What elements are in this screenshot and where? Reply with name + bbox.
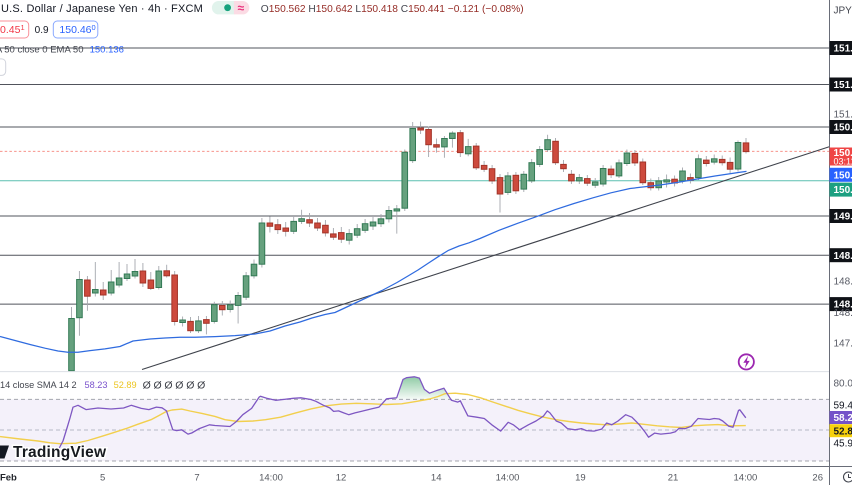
svg-text:150.82: 150.82 [834, 123, 852, 134]
svg-text:21: 21 [668, 473, 679, 484]
svg-text:58.23: 58.23 [834, 413, 852, 424]
svg-text:148.87: 148.87 [834, 251, 852, 262]
svg-text:14: 14 [431, 473, 442, 484]
svg-text:14:00: 14:00 [259, 473, 283, 484]
svg-text:14:00: 14:00 [734, 473, 758, 484]
svg-text:26: 26 [812, 473, 823, 484]
svg-text:Feb: Feb [0, 473, 17, 484]
svg-text:0.451: 0.451 [0, 23, 25, 36]
svg-text:151.000: 151.000 [834, 110, 852, 121]
svg-text:19: 19 [575, 473, 586, 484]
svg-text:A 50 close 0 EMA 50: A 50 close 0 EMA 50 [0, 44, 83, 55]
svg-text:≈: ≈ [238, 1, 245, 15]
svg-text:150.460: 150.460 [59, 23, 95, 36]
svg-text:150.44: 150.44 [834, 148, 852, 159]
svg-text:TradingView: TradingView [13, 444, 107, 461]
svg-text:O150.562 H150.642 L150.418 C15: O150.562 H150.642 L150.418 C150.441 −0.1… [261, 4, 524, 15]
svg-text:03:11: 03:11 [834, 157, 852, 167]
svg-text:148.000: 148.000 [834, 308, 852, 319]
svg-text:52.89: 52.89 [834, 426, 852, 437]
svg-text:52.89: 52.89 [114, 380, 137, 390]
svg-text:59.41: 59.41 [834, 401, 852, 412]
svg-text:7: 7 [194, 473, 199, 484]
svg-text:147.500: 147.500 [834, 339, 852, 350]
svg-text:JPY: JPY [834, 6, 852, 17]
svg-text:14:00: 14:00 [496, 473, 520, 484]
svg-text:U.S. Dollar / Japanese Yen · 4: U.S. Dollar / Japanese Yen · 4h · FXCM [1, 3, 203, 15]
svg-text:5: 5 [100, 473, 105, 484]
svg-text:150.136: 150.136 [90, 44, 124, 55]
svg-text:150.00: 150.00 [834, 185, 852, 196]
svg-text:45.94: 45.94 [834, 439, 852, 450]
svg-text:151.45: 151.45 [834, 80, 852, 91]
svg-text:148.13: 148.13 [834, 300, 852, 311]
svg-text:14 close SMA 14 2: 14 close SMA 14 2 [0, 380, 77, 390]
svg-text:12: 12 [336, 473, 347, 484]
svg-text:80.00: 80.00 [834, 379, 852, 390]
svg-text:148.500: 148.500 [834, 277, 852, 288]
svg-text:58.23: 58.23 [85, 380, 108, 390]
svg-text:149.46: 149.46 [834, 212, 852, 223]
svg-text:0.9: 0.9 [35, 25, 49, 36]
svg-text:150.13: 150.13 [834, 170, 852, 181]
svg-text:151.95: 151.95 [834, 44, 852, 55]
